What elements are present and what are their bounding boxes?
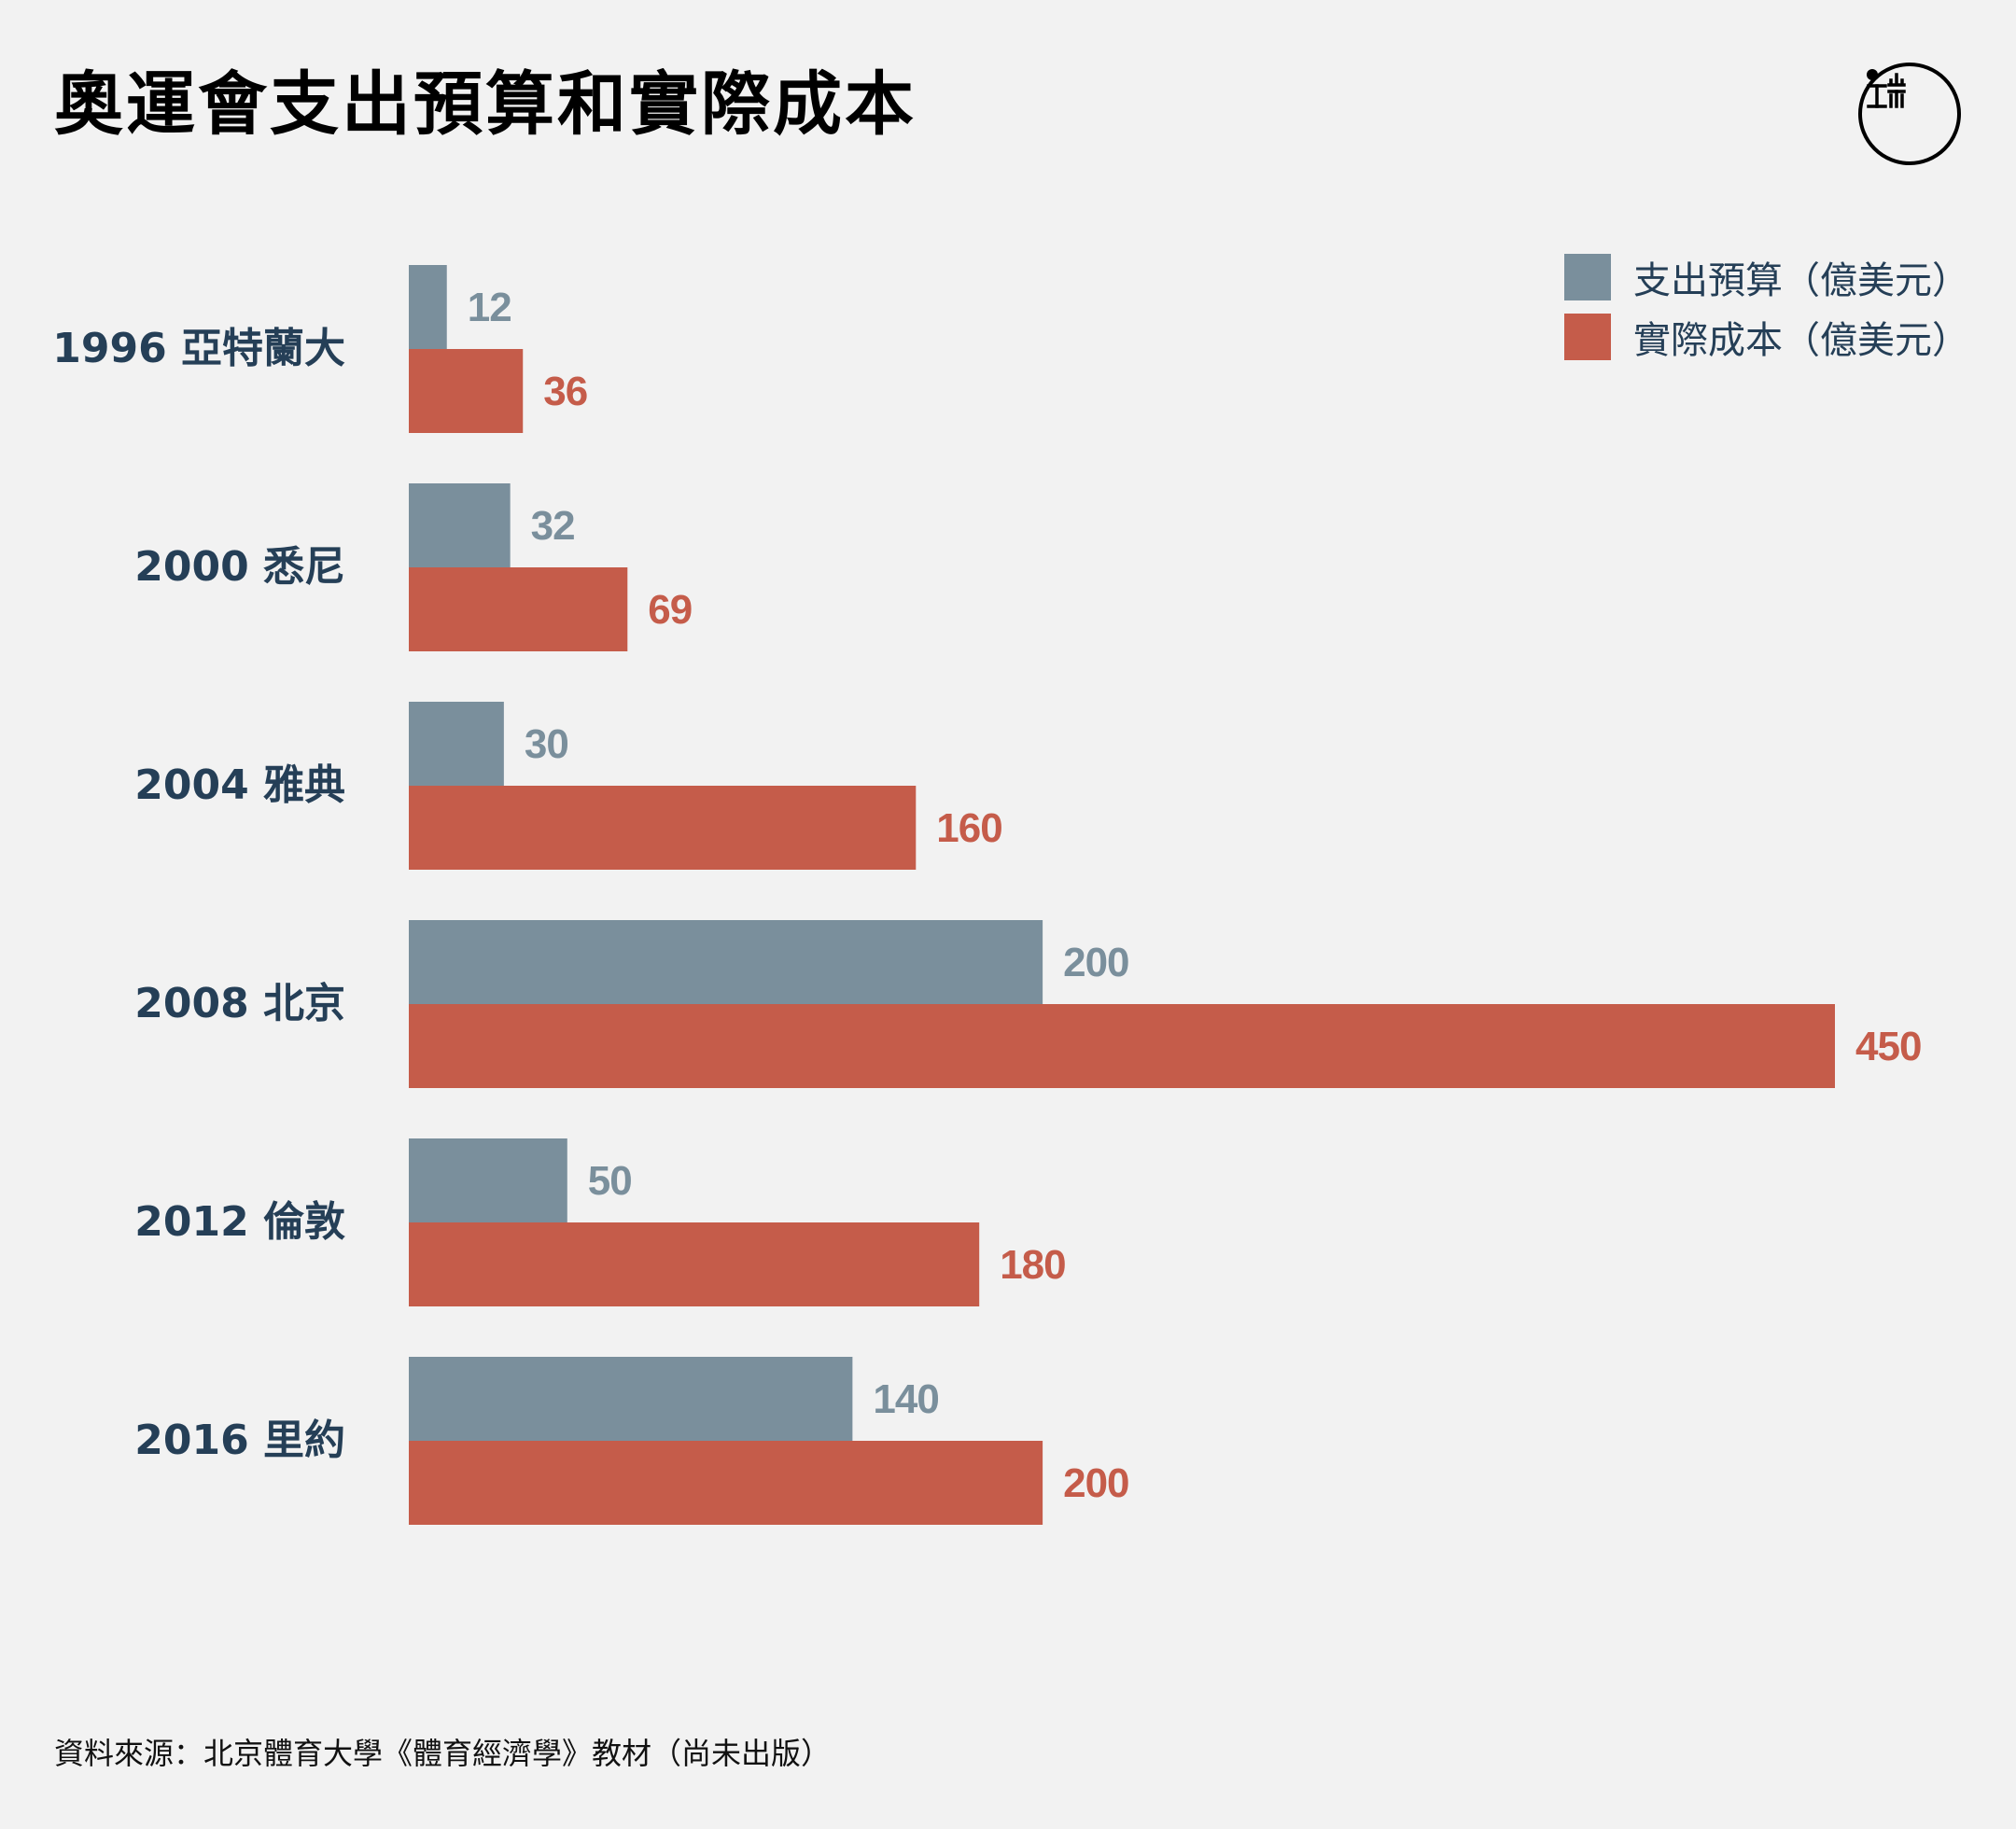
value-label-budget: 200 [1063, 940, 1128, 985]
category-label: 2012 倫敦 [134, 1198, 345, 1246]
value-label-budget: 140 [873, 1376, 938, 1422]
value-label-actual: 200 [1063, 1460, 1128, 1506]
value-label-actual: 180 [1000, 1242, 1065, 1288]
chart-title: 奧運會支出預算和實際成本 [54, 64, 917, 145]
source-note: 資料來源：北京體育大學《體育經濟學》教材（尚未出版） [54, 1736, 832, 1771]
legend-label-actual: 實際成本（億美元） [1633, 319, 1969, 362]
bar-actual [409, 786, 917, 870]
bar-actual [409, 1222, 980, 1306]
category-label: 2016 里約 [134, 1417, 345, 1464]
value-label-actual: 450 [1855, 1024, 1921, 1069]
legend-swatch-actual [1564, 314, 1611, 360]
bar-budget [409, 265, 447, 349]
legend-item-actual: 實際成本（億美元） [1564, 314, 1969, 362]
legend-label-budget: 支出預算（億美元） [1633, 259, 1969, 302]
legend-item-budget: 支出預算（億美元） [1564, 254, 1969, 302]
value-label-budget: 12 [468, 285, 511, 330]
bar-budget [409, 483, 511, 567]
bar-actual [409, 567, 628, 651]
legend-swatch-budget [1564, 254, 1611, 300]
value-label-budget: 50 [588, 1158, 632, 1204]
category-label: 2004 雅典 [134, 761, 345, 809]
bar-actual [409, 1004, 1835, 1088]
category-label: 2008 北京 [134, 980, 345, 1027]
bar-budget [409, 702, 504, 786]
bar-budget [409, 920, 1043, 1004]
value-label-budget: 30 [525, 721, 568, 767]
bar-actual [409, 349, 524, 433]
initium-logo-icon [1858, 63, 1961, 165]
chart-legend: 支出預算（億美元） 實際成本（億美元） [1564, 254, 1969, 373]
value-label-budget: 32 [531, 503, 575, 549]
value-label-actual: 36 [543, 369, 587, 414]
category-label: 2000 悉尼 [134, 543, 345, 591]
bar-budget [409, 1138, 567, 1222]
value-label-actual: 160 [936, 805, 1001, 851]
bar-actual [409, 1441, 1043, 1525]
bar-budget [409, 1357, 853, 1441]
category-label: 1996 亞特蘭大 [52, 325, 345, 372]
value-label-actual: 69 [648, 587, 692, 633]
